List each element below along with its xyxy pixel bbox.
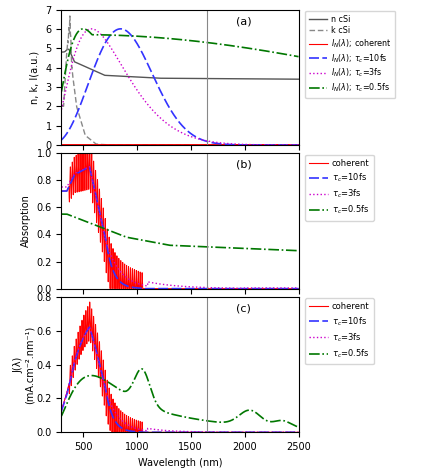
- Legend: coherent, $\tau_c$=10fs, $\tau_c$=3fs, $\tau_c$=0.5fs: coherent, $\tau_c$=10fs, $\tau_c$=3fs, $…: [304, 154, 373, 221]
- Text: (a): (a): [235, 16, 251, 26]
- Y-axis label: J(λ)
(mA.cm⁻².nm⁻¹): J(λ) (mA.cm⁻².nm⁻¹): [13, 325, 35, 404]
- Legend: n cSi, k cSi, $I_N(\lambda)$; coherent, $I_N(\lambda)$; $\tau_c$=10fs, $I_N(\lam: n cSi, k cSi, $I_N(\lambda)$; coherent, …: [304, 11, 394, 98]
- Text: (b): (b): [235, 160, 251, 170]
- Legend: coherent, $\tau_c$=10fs, $\tau_c$=3fs, $\tau_c$=0.5fs: coherent, $\tau_c$=10fs, $\tau_c$=3fs, $…: [304, 298, 373, 364]
- Y-axis label: Absorption: Absorption: [21, 194, 31, 247]
- Y-axis label: n, k, I(a.u.): n, k, I(a.u.): [30, 51, 40, 104]
- X-axis label: Wavelength (nm): Wavelength (nm): [138, 457, 222, 467]
- Text: (c): (c): [235, 304, 250, 314]
